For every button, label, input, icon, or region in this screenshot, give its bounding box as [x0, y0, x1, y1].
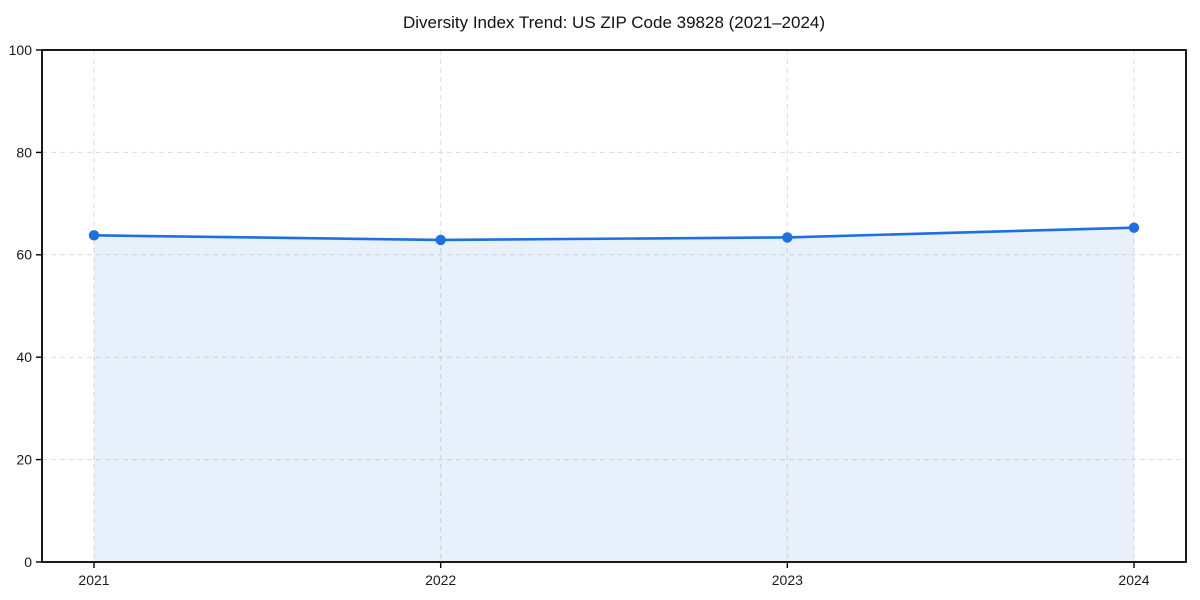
trend-line: [92, 226, 1136, 242]
x-tick-label: 2023: [772, 572, 803, 588]
data-point-2021: [88, 230, 100, 241]
chart-title: Diversity Index Trend: US ZIP Code 39828…: [402, 13, 826, 32]
data-point-2022: [435, 234, 446, 246]
y-tick-label: 80: [16, 144, 32, 160]
x-tick-label: 2021: [78, 572, 109, 588]
y-tick-label: 0: [24, 554, 32, 570]
area-fill: [94, 227, 1134, 562]
x-tick-label: 2024: [1118, 572, 1149, 588]
data-point-2024: [1128, 222, 1140, 233]
y-tick-label: 60: [16, 247, 32, 263]
data-point-2023: [782, 232, 793, 243]
y-tick-label: 40: [16, 349, 32, 365]
y-tick-label: 20: [16, 452, 32, 468]
y-tick-label: 100: [9, 42, 33, 58]
x-tick-label: 2022: [425, 572, 456, 588]
plot-frame: [41, 49, 1187, 563]
